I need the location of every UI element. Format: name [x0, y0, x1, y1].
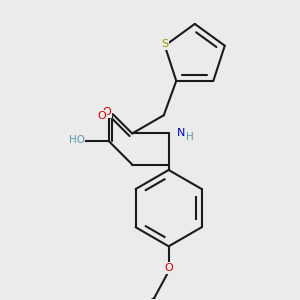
- Text: O: O: [97, 111, 106, 121]
- Text: O: O: [103, 107, 111, 118]
- Text: O: O: [164, 263, 173, 273]
- Text: HO: HO: [69, 135, 85, 145]
- Text: N: N: [177, 128, 185, 138]
- Text: H: H: [186, 133, 194, 142]
- Text: S: S: [161, 39, 168, 49]
